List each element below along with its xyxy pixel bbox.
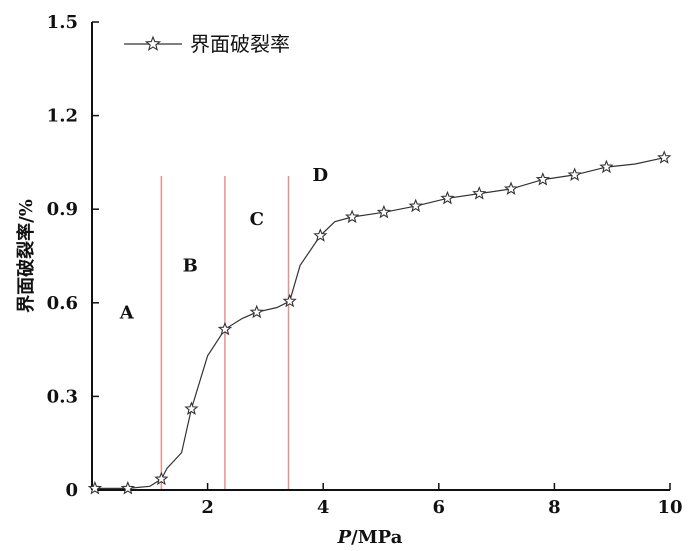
x-tick-label: 6 <box>433 497 446 518</box>
legend: 界面破裂率 <box>124 32 290 56</box>
legend-star-marker <box>144 35 162 51</box>
region-labels: A B C D <box>119 165 328 323</box>
x-tick-label: 10 <box>657 497 682 518</box>
data-point-star <box>376 204 392 219</box>
y-tick-label: 0.9 <box>47 199 78 220</box>
region-label-c: C <box>250 209 264 230</box>
x-tick-label: 8 <box>548 497 561 518</box>
data-point-star <box>599 159 614 174</box>
data-point-star <box>154 471 169 486</box>
data-point-star <box>657 150 672 164</box>
axes <box>91 22 670 491</box>
data-point-star <box>120 480 135 495</box>
data-point-star <box>249 304 264 319</box>
x-tick-label: 2 <box>201 497 214 518</box>
x-axis-title: P/MPa <box>337 527 403 548</box>
data-point-star <box>87 480 103 495</box>
region-label-d: D <box>313 165 329 186</box>
x-axis-title-symbol: P <box>337 527 352 548</box>
data-point-star <box>313 228 328 242</box>
x-tick-label: 4 <box>317 497 330 518</box>
legend-label: 界面破裂率 <box>190 32 290 56</box>
y-tick-label: 1.2 <box>47 106 78 127</box>
data-point-star <box>503 181 519 195</box>
data-point-star <box>408 198 423 213</box>
series-layer <box>94 157 665 489</box>
y-tick-label: 0.3 <box>47 386 78 407</box>
y-tick-label: 0.6 <box>47 293 78 314</box>
tick-marks: 2 4 6 8 10 0 0.3 0.6 0.9 1.2 1.5 <box>47 12 683 518</box>
series-line <box>94 157 665 489</box>
data-point-star <box>535 172 550 186</box>
data-point-star <box>472 186 487 200</box>
data-point-star <box>282 293 297 308</box>
boundary-lines <box>160 176 290 490</box>
data-point-star <box>344 209 360 224</box>
y-axis-title: 界面破裂率/% <box>15 199 37 313</box>
data-point-star <box>440 190 455 205</box>
data-point-star <box>217 321 233 336</box>
region-label-a: A <box>119 302 135 323</box>
y-tick-label: 0 <box>65 480 78 501</box>
y-tick-label: 1.5 <box>47 12 78 33</box>
markers-layer <box>87 150 672 495</box>
data-point-star <box>184 401 199 415</box>
data-point-star <box>567 167 582 181</box>
x-axis-title-unit: /MPa <box>351 527 403 548</box>
region-label-b: B <box>183 256 198 277</box>
